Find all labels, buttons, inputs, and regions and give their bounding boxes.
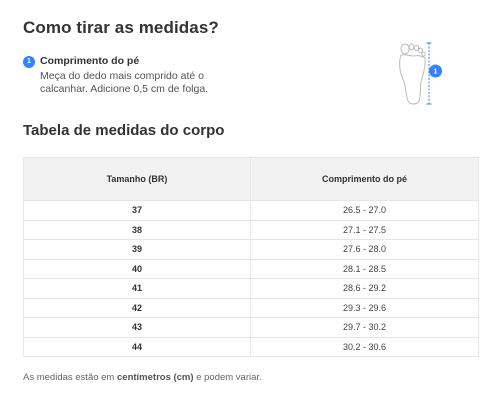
size-table-header: Tamanho (BR) Comprimento do pé	[24, 158, 478, 201]
footnote-emphasis: centímetros (cm)	[117, 372, 194, 383]
size-cell: 43	[24, 318, 251, 337]
size-cell: 39	[24, 240, 251, 259]
measure-marker-number: 1	[434, 69, 438, 76]
length-cell: 29.7 - 30.2	[342, 322, 387, 333]
footnote-suffix: e podem variar.	[193, 372, 262, 383]
footnote-prefix: As medidas estão em	[23, 372, 117, 383]
size-table: Tamanho (BR) Comprimento do pé 37 26.5 -…	[23, 157, 479, 357]
table-row: 42 29.3 - 29.6	[24, 298, 478, 318]
length-cell: 28.6 - 29.2	[342, 283, 387, 294]
how-to-measure-title: Como tirar as medidas?	[23, 18, 219, 37]
header-foot-length: Comprimento do pé	[322, 174, 407, 184]
measure-marker	[429, 64, 442, 78]
size-table-title: Tabela de medidas do corpo	[23, 122, 225, 139]
size-cell: 41	[24, 279, 251, 298]
table-row: 39 27.6 - 28.0	[24, 240, 478, 260]
step-description: Meça do dedo mais comprido até o calcanh…	[40, 70, 209, 95]
size-cell: 38	[24, 220, 251, 239]
table-row: 37 26.5 - 27.0	[24, 201, 478, 221]
size-cell: 42	[24, 298, 251, 317]
length-cell: 30.2 - 30.6	[342, 341, 387, 352]
length-cell: 27.1 - 27.5	[342, 224, 387, 235]
table-row: 43 29.7 - 30.2	[24, 318, 478, 338]
step-title: Comprimento do pé	[40, 55, 140, 67]
foot-illustration: 1	[392, 40, 452, 108]
length-cell: 26.5 - 27.0	[342, 205, 387, 216]
foot-outline-icon: 1	[399, 42, 442, 105]
size-cell: 40	[24, 259, 251, 278]
table-row: 38 27.1 - 27.5	[24, 220, 478, 240]
header-size: Tamanho (BR)	[24, 158, 251, 200]
size-cell: 37	[24, 201, 251, 220]
length-cell: 27.6 - 28.0	[342, 244, 387, 255]
step-number-badge: 1	[23, 56, 35, 68]
table-row: 40 28.1 - 28.5	[24, 259, 478, 279]
size-cell: 44	[24, 337, 251, 356]
table-row: 41 28.6 - 29.2	[24, 279, 478, 299]
length-cell: 29.3 - 29.6	[342, 302, 387, 313]
table-row: 44 30.2 - 30.6	[24, 337, 478, 356]
length-cell: 28.1 - 28.5	[342, 263, 387, 274]
units-footnote: As medidas estão em centímetros (cm) e p…	[23, 372, 262, 383]
